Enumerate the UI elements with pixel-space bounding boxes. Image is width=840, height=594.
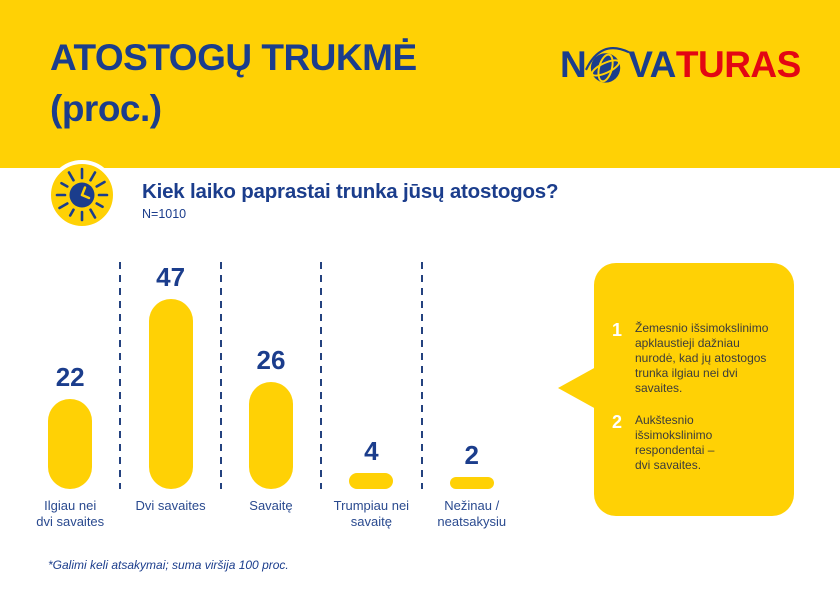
callout-tail (558, 367, 596, 409)
header-band: ATOSTOGŲ TRUKMĖ (proc.) N VA TURAS (0, 0, 840, 168)
bar (449, 477, 494, 489)
question-block: Kiek laiko paprastai trunka jūsų atostog… (142, 180, 559, 221)
bar (248, 382, 293, 489)
sample-size: N=1010 (142, 207, 187, 221)
logo-text-n: N (560, 44, 587, 85)
novaturas-logo: N VA TURAS (560, 44, 801, 86)
bar-value-label: 26 (256, 345, 286, 375)
callout-item: 2 Aukštesnio išsimokslinimo respondentai … (612, 411, 788, 473)
category-label: Nežinau / neatsakysiu (437, 498, 507, 530)
category-label: Dvi savaites (135, 498, 206, 513)
bar-chart: 22 Ilgiau nei dvi savaites 47 Dvi savaites 2… (20, 262, 522, 531)
dashed-separator (119, 262, 122, 489)
dashed-separator (320, 262, 323, 489)
callout-item: 1 Žemesnio išsimokslinimo apklaustieji da… (612, 321, 788, 397)
page-title-line1: ATOSTOGŲ TRUKMĖ (50, 37, 417, 78)
page-title: ATOSTOGŲ TRUKMĖ (proc.) (50, 32, 417, 134)
bar (48, 399, 93, 489)
callout-text: Aukštesnio išsimokslinimo respondentai –… (635, 412, 715, 472)
bar-value-label: 4 (364, 436, 379, 466)
chart-column: 26 Savaitę (221, 262, 321, 531)
callout-bubble: 1 Žemesnio išsimokslinimo apklaustieji da… (558, 263, 794, 516)
question-title: Kiek laiko paprastai trunka jūsų atostog… (142, 180, 559, 203)
dashed-separator (219, 262, 222, 489)
bar-value-label: 2 (464, 440, 479, 470)
globe-plane-icon (585, 47, 630, 83)
callout-number: 1 (612, 320, 623, 340)
page-title-line2: (proc.) (50, 88, 162, 129)
footnote: *Galimi keli atsakymai; suma viršija 100… (48, 558, 289, 572)
sun-clock-icon (47, 160, 117, 230)
category-label: Ilgiau nei dvi savaites (36, 498, 105, 530)
category-label: Trumpiau nei savaitę (333, 498, 410, 530)
chart-column: 2 Nežinau / neatsakysiu (422, 262, 522, 531)
category-label: Savaitę (249, 498, 293, 513)
callout-number: 2 (612, 411, 623, 432)
callout-text: Žemesnio išsimokslinimo apklaustieji daž… (635, 321, 769, 396)
bar (148, 299, 193, 489)
logo-text-turas: TURAS (675, 44, 801, 85)
bar (349, 473, 394, 489)
bar-value-label: 47 (156, 262, 186, 292)
logo-text-va: VA (628, 44, 676, 85)
chart-column: 4 Trumpiau nei savaitę (321, 262, 421, 531)
bar-value-label: 22 (55, 362, 85, 392)
chart-column: 47 Dvi savaites (120, 262, 220, 531)
chart-column: 22 Ilgiau nei dvi savaites (20, 262, 120, 531)
dashed-separator (420, 262, 423, 489)
